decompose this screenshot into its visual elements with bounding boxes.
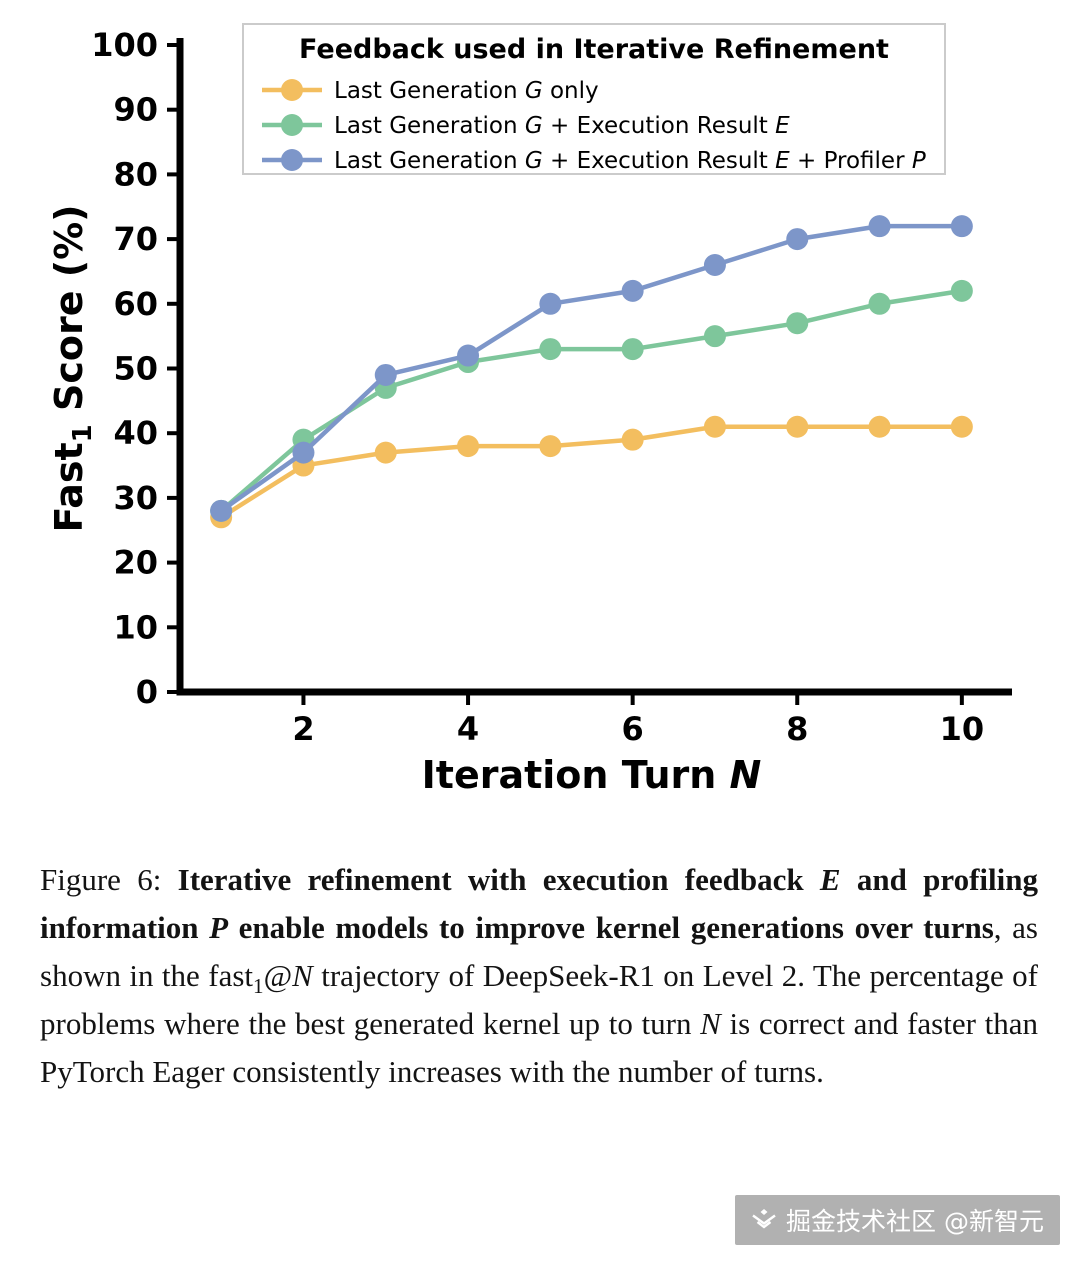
caption-segment: P — [209, 910, 228, 946]
data-point — [210, 499, 233, 522]
data-point — [539, 338, 562, 361]
y-tick-label: 0 — [136, 673, 158, 711]
watermark-badge: 掘金技术社区 @新智元 — [735, 1195, 1060, 1245]
legend-entry-label: Last Generation G only — [334, 78, 599, 104]
caption-segment: E — [819, 862, 841, 897]
y-tick-label: 80 — [113, 155, 158, 193]
data-point — [950, 215, 973, 238]
x-axis: 2 4 6 8 10 Iteration Turn N — [176, 688, 1012, 797]
x-tick-label: 6 — [622, 710, 644, 748]
y-tick-label: 70 — [113, 220, 158, 258]
data-point — [868, 415, 891, 438]
plot-series — [210, 215, 973, 529]
legend-entry-2: Last Generation G + Execution Result E +… — [262, 148, 926, 174]
caption-segment: N — [700, 1006, 721, 1042]
y-axis-label: Fast1 Score (%) — [47, 204, 98, 532]
data-point — [703, 325, 726, 348]
data-point — [703, 415, 726, 438]
data-point — [786, 228, 809, 251]
caption-segment: enable models to improve kernel generati… — [228, 910, 994, 946]
y-tick-label: 40 — [113, 414, 158, 452]
y-tick-label: 50 — [113, 350, 158, 388]
legend: Feedback used in Iterative Refinement Las… — [242, 23, 946, 175]
series-2 — [210, 215, 973, 522]
legend-entry-0: Last Generation G only — [262, 78, 599, 104]
data-point — [621, 338, 644, 361]
legend-entry-label: Last Generation G + Execution Result E — [334, 113, 790, 139]
watermark-text: 掘金技术社区 @新智元 — [786, 1207, 1044, 1236]
figure-caption: Figure 6: Iterative refinement with exec… — [0, 856, 1080, 1096]
data-point — [374, 441, 397, 464]
data-point — [868, 215, 891, 238]
data-point — [950, 415, 973, 438]
juejin-logo-icon — [751, 1208, 777, 1232]
data-point — [950, 279, 973, 302]
data-point — [539, 435, 562, 458]
data-point — [374, 363, 397, 386]
x-tick-label: 4 — [457, 710, 479, 748]
legend-entry-1: Last Generation G + Execution Result E — [262, 113, 790, 139]
data-point — [868, 292, 891, 315]
legend-entry-label: Last Generation G + Execution Result E +… — [334, 148, 926, 174]
y-tick-label: 30 — [113, 479, 158, 517]
data-point — [786, 312, 809, 335]
caption-segment: Figure 6: — [40, 862, 178, 897]
y-tick-label: 20 — [113, 544, 158, 582]
caption-segment: trajectory of DeepSeek-R1 on Level 2. Th… — [40, 958, 1038, 1042]
series-1 — [210, 279, 973, 522]
y-tick-label: 60 — [113, 285, 158, 323]
x-tick-label: 10 — [940, 710, 985, 748]
data-point — [621, 428, 644, 451]
caption-segment: and profiling information — [40, 862, 1038, 946]
caption-segment: @ — [263, 958, 293, 994]
x-tick-label: 8 — [786, 710, 808, 748]
data-point — [786, 415, 809, 438]
caption-segment: 1 — [253, 974, 264, 999]
y-axis: 0 10 20 30 40 50 60 70 80 90 100 Fast1 Score (%) — [47, 26, 184, 711]
y-tick-label: 90 — [113, 91, 158, 129]
caption-segment: is correct and faster than PyTorch Eager… — [40, 1006, 1039, 1090]
data-point — [703, 253, 726, 276]
data-point — [539, 292, 562, 315]
fast1-score-line-chart: 0 10 20 30 40 50 60 70 80 90 100 Fast1 Score (%) 2 4 6… — [47, 23, 1012, 797]
x-axis-label: Iteration Turn N — [422, 753, 762, 797]
data-point — [621, 279, 644, 302]
series-0 — [210, 415, 973, 529]
data-point — [457, 344, 480, 367]
figure-page: 0 10 20 30 40 50 60 70 80 90 100 Fast1 Score (%) 2 4 6… — [0, 23, 1080, 1245]
line-chart-figure: 0 10 20 30 40 50 60 70 80 90 100 Fast1 Score (%) 2 4 6… — [47, 23, 1012, 797]
y-tick-label: 10 — [113, 608, 158, 646]
data-point — [292, 441, 315, 464]
data-point — [457, 435, 480, 458]
x-tick-label: 2 — [292, 710, 314, 748]
caption-segment: N — [292, 958, 313, 994]
caption-segment: Iterative refinement with execution feed… — [177, 862, 820, 897]
caption-segment: , as shown in the fast — [40, 910, 1038, 994]
y-tick-label: 100 — [91, 26, 158, 64]
legend-title: Feedback used in Iterative Refinement — [299, 34, 889, 65]
